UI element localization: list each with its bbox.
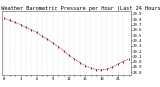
Title: Milwaukee Weather Barometric Pressure per Hour (Last 24 Hours): Milwaukee Weather Barometric Pressure pe… xyxy=(0,6,160,11)
